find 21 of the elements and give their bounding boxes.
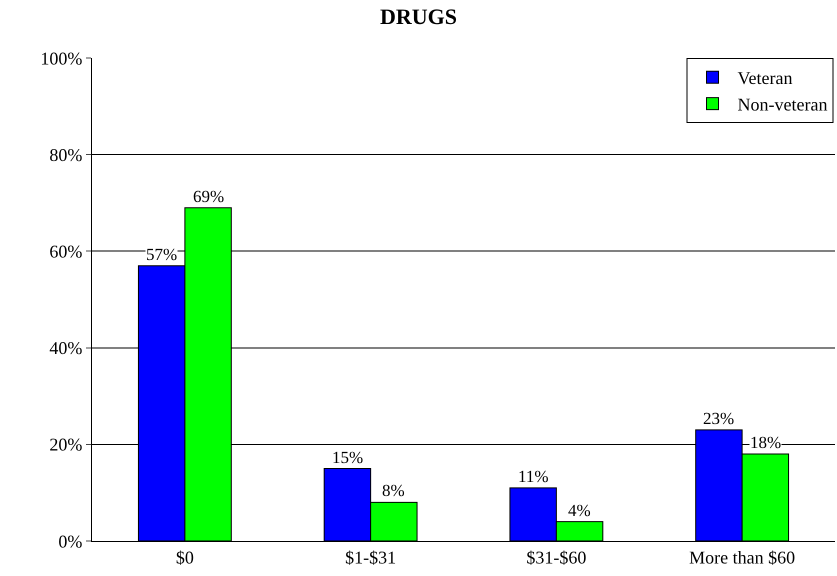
data-label: 4%	[568, 501, 591, 520]
y-tick-label: 40%	[49, 338, 82, 358]
chart-title: DRUGS	[380, 4, 458, 30]
y-tick-label: 80%	[49, 144, 82, 165]
legend-label: Non-veteran	[738, 94, 828, 115]
x-tick-label: $1-$31	[345, 548, 396, 568]
data-label: 11%	[518, 467, 549, 486]
data-label: 8%	[382, 481, 405, 500]
x-tick-label: $0	[176, 548, 194, 568]
legend-label: Veteran	[738, 68, 792, 88]
x-tick-label: $31-$60	[526, 548, 586, 568]
y-tick-label: 60%	[49, 242, 82, 262]
y-tick-label: 20%	[49, 434, 82, 455]
data-label: 15%	[332, 448, 364, 467]
data-label: 18%	[750, 433, 782, 452]
data-label: 69%	[193, 187, 224, 206]
data-label: 23%	[703, 409, 734, 428]
y-tick-label: 0%	[58, 531, 82, 552]
data-label: 57%	[146, 245, 178, 264]
y-tick-label: 100%	[40, 48, 82, 68]
x-tick-label: More than $60	[689, 548, 796, 568]
